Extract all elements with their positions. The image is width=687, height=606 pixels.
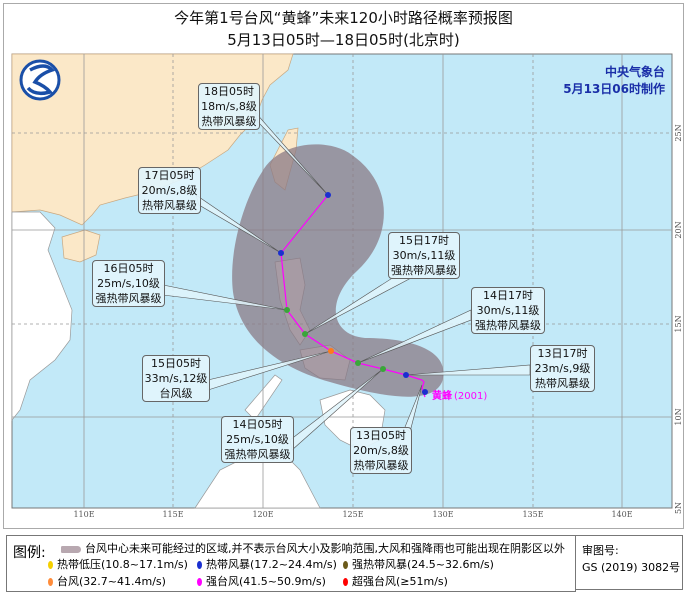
- forecast-grade: 强热带风暴级: [475, 319, 541, 332]
- forecast-wind: 30m/s,11级: [476, 304, 540, 317]
- map-subtitle: 5月13日05时—18日05时(北京时): [227, 31, 460, 49]
- forecast-time: 18日05时: [204, 85, 254, 98]
- forecast-label: 13日05时 20m/s,8级 热带风暴级: [350, 427, 412, 474]
- legend-cone: 台风中心未来可能经过的区域,并不表示台风大小及影响范围,大风和强降雨也可能出现在…: [61, 540, 565, 556]
- intensity-dot-icon: [197, 561, 202, 569]
- forecast-point-8: [325, 192, 331, 198]
- forecast-label: 15日17时 30m/s,11级 强热带风暴级: [388, 232, 460, 279]
- forecast-label: 14日05时 25m/s,10级 强热带风暴级: [221, 416, 294, 463]
- legend-item: 热带风暴(17.2~24.4m/s): [197, 556, 337, 572]
- issue-time: 5月13日06时制作: [563, 82, 665, 96]
- forecast-time: 15日17时: [399, 234, 449, 247]
- forecast-point-5: [302, 331, 308, 337]
- approval-box: 审图号: GS (2019) 3082号: [575, 535, 683, 590]
- forecast-time: 15日05时: [151, 357, 201, 370]
- forecast-point-6: [284, 307, 290, 313]
- forecast-grade: 强热带风暴级: [391, 264, 457, 277]
- forecast-grade: 强热带风暴级: [224, 448, 291, 461]
- approval-number: GS (2019) 3082号: [582, 561, 681, 574]
- forecast-label: 15日05时 33m/s,12级 台风级: [142, 355, 210, 402]
- legend-item: 超强台风(≥51m/s): [343, 573, 448, 589]
- probability-cone: [232, 144, 444, 397]
- agency-name: 中央气象台: [604, 65, 665, 79]
- svg-text:20N: 20N: [674, 221, 683, 238]
- forecast-wind: 25m/s,10级: [226, 433, 289, 446]
- forecast-point-2: [380, 366, 386, 372]
- legend-title: 图例:: [13, 545, 46, 561]
- intensity-dot-icon: [343, 561, 348, 569]
- svg-text:5N: 5N: [674, 502, 683, 514]
- forecast-grade: 热带风暴级: [353, 459, 409, 472]
- forecast-time: 13日17时: [537, 347, 588, 360]
- svg-text:110E: 110E: [73, 510, 94, 519]
- legend-item: 强台风(41.5~50.9m/s): [197, 573, 326, 589]
- figure-frame: [3, 3, 684, 529]
- map-title: 今年第1号台风“黄蜂”未来120小时路径概率预报图: [174, 9, 513, 27]
- lat-labels: 25N 20N 15N 10N 5N: [674, 124, 683, 514]
- forecast-grade: 热带风暴级: [142, 199, 197, 212]
- forecast-point-4: [328, 348, 334, 354]
- forecast-grade: 热带风暴级: [535, 377, 590, 390]
- forecast-label: 16日05时 25m/s,10级 强热带风暴级: [92, 260, 165, 307]
- legend-item: 强热带风暴(24.5~32.6m/s): [343, 556, 494, 572]
- svg-text:25N: 25N: [674, 124, 683, 141]
- approval-label: 审图号:: [582, 544, 619, 557]
- forecast-point-1: [403, 372, 409, 378]
- svg-text:140E: 140E: [611, 510, 632, 519]
- forecast-point-3: [355, 360, 361, 366]
- intensity-dot-icon: [343, 578, 348, 586]
- forecast-wind: 25m/s,10级: [97, 277, 160, 290]
- forecast-label: 18日05时 18m/s,8级 热带风暴级: [198, 83, 260, 130]
- forecast-time: 13日05时: [356, 429, 406, 442]
- svg-text:115E: 115E: [162, 510, 183, 519]
- forecast-label: 14日17时 30m/s,11级 强热带风暴级: [471, 287, 545, 334]
- forecast-time: 17日05时: [144, 169, 195, 182]
- forecast-label: 17日05时 20m/s,8级 热带风暴级: [138, 167, 201, 214]
- typhoon-name-label: 黄蜂 (2001): [432, 389, 487, 402]
- forecast-wind: 30m/s,11级: [392, 249, 456, 262]
- indochina-land: [11, 211, 73, 421]
- intensity-dot-icon: [197, 578, 202, 586]
- forecast-grade: 台风级: [159, 387, 193, 400]
- forecast-wind: 33m/s,12级: [144, 372, 208, 385]
- forecast-wind: 23m/s,9级: [534, 362, 591, 375]
- svg-text:130E: 130E: [432, 510, 453, 519]
- svg-text:15N: 15N: [674, 315, 683, 332]
- forecast-track: [280, 194, 426, 398]
- forecast-wind: 20m/s,8级: [353, 444, 409, 457]
- svg-text:125E: 125E: [342, 510, 363, 519]
- forecast-point-0: [422, 389, 428, 395]
- svg-text:10N: 10N: [674, 408, 683, 425]
- forecast-time: 14日05时: [232, 418, 283, 431]
- svg-text:135E: 135E: [522, 510, 543, 519]
- forecast-wind: 18m/s,8级: [201, 100, 257, 113]
- forecast-label: 13日17时 23m/s,9级 热带风暴级: [530, 345, 595, 392]
- forecast-grade: 热带风暴级: [201, 115, 257, 128]
- agency-block: 中央气象台 5月13日06时制作: [563, 64, 665, 98]
- label-connectors: [162, 111, 531, 451]
- forecast-time: 14日17时: [483, 289, 533, 302]
- legend-item: 台风(32.7~41.4m/s): [48, 573, 166, 589]
- forecast-grade: 强热带风暴级: [95, 292, 162, 305]
- lon-labels: 110E 115E 120E 125E 130E 135E 140E: [73, 510, 632, 519]
- forecast-wind: 20m/s,8级: [141, 184, 198, 197]
- cma-logo: [19, 59, 61, 101]
- forecast-point-7: [278, 250, 284, 256]
- intensity-dot-icon: [48, 561, 53, 569]
- legend-item: 热带低压(10.8~17.1m/s): [48, 556, 188, 572]
- legend: 图例: 台风中心未来可能经过的区域,并不表示台风大小及影响范围,大风和强降雨也可…: [6, 535, 576, 592]
- cone-swatch-icon: [61, 545, 81, 553]
- forecast-time: 16日05时: [103, 262, 154, 275]
- svg-text:120E: 120E: [252, 510, 273, 519]
- intensity-dot-icon: [48, 578, 53, 586]
